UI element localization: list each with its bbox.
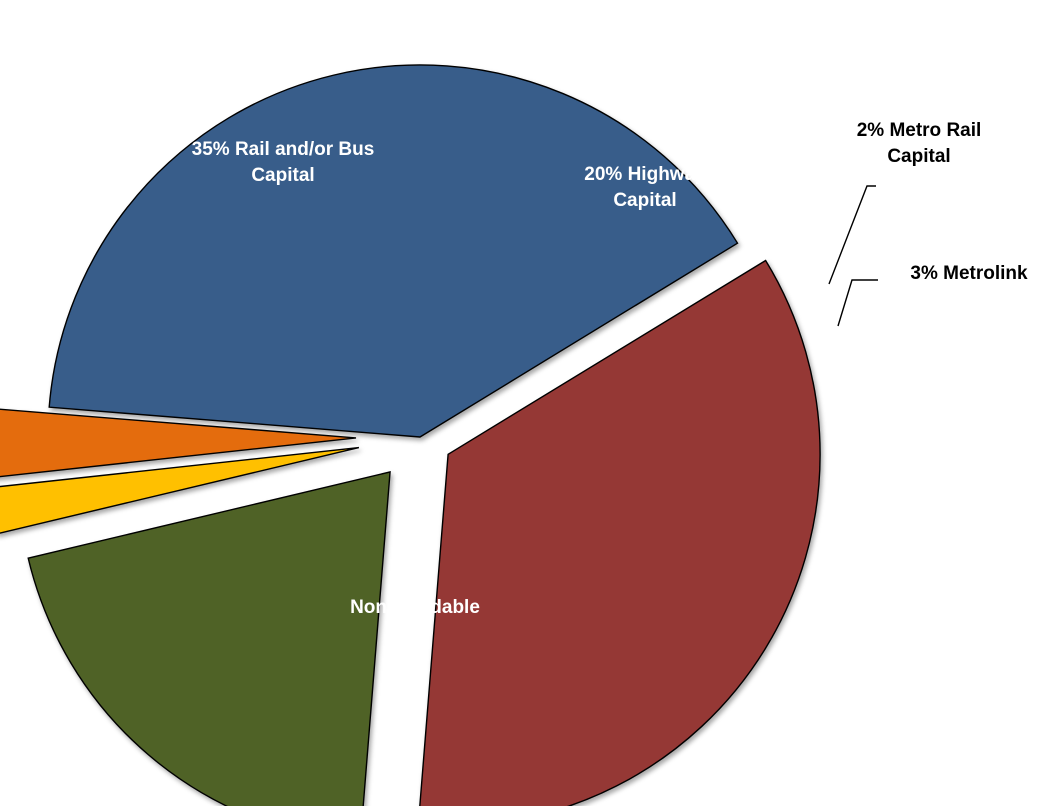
pie-slice-3-metrolink bbox=[0, 408, 357, 478]
leader-line-2-metro-rail-capital bbox=[828, 185, 876, 285]
pie-slice-35-rail-and-or-bus-capital bbox=[419, 259, 821, 806]
slice-label-20-highway-capital: 20% Highway Capital bbox=[584, 164, 706, 211]
pie-slice-20-highway-capital bbox=[27, 471, 391, 806]
slice-label-non-bondable: Non-Bondable bbox=[350, 597, 480, 618]
slice-label-35-rail-and-or-bus-capital: 35% Rail and/or Bus Capital bbox=[192, 139, 375, 186]
slice-label-line: Capital bbox=[251, 165, 314, 186]
leader-line-3-metrolink bbox=[837, 279, 878, 327]
pie-slice-non-bondable bbox=[48, 64, 739, 438]
pie-slice-2-metro-rail-capital bbox=[0, 446, 360, 534]
slice-label-3-metrolink: 3% Metrolink bbox=[910, 263, 1028, 284]
slice-label-line: Capital bbox=[613, 190, 676, 211]
slice-label-line: 2% Metro Rail bbox=[857, 120, 982, 141]
slice-label-line: 35% Rail and/or Bus bbox=[192, 139, 375, 160]
slice-label-line: Capital bbox=[887, 146, 950, 167]
slice-label-line: Non-Bondable bbox=[350, 597, 480, 618]
slices-layer bbox=[0, 64, 821, 806]
slice-label-2-metro-rail-capital: 2% Metro Rail Capital bbox=[857, 120, 982, 167]
slice-label-line: 20% Highway bbox=[584, 164, 706, 185]
leader-lines-layer bbox=[828, 185, 878, 327]
slice-label-line: 3% Metrolink bbox=[910, 263, 1028, 284]
